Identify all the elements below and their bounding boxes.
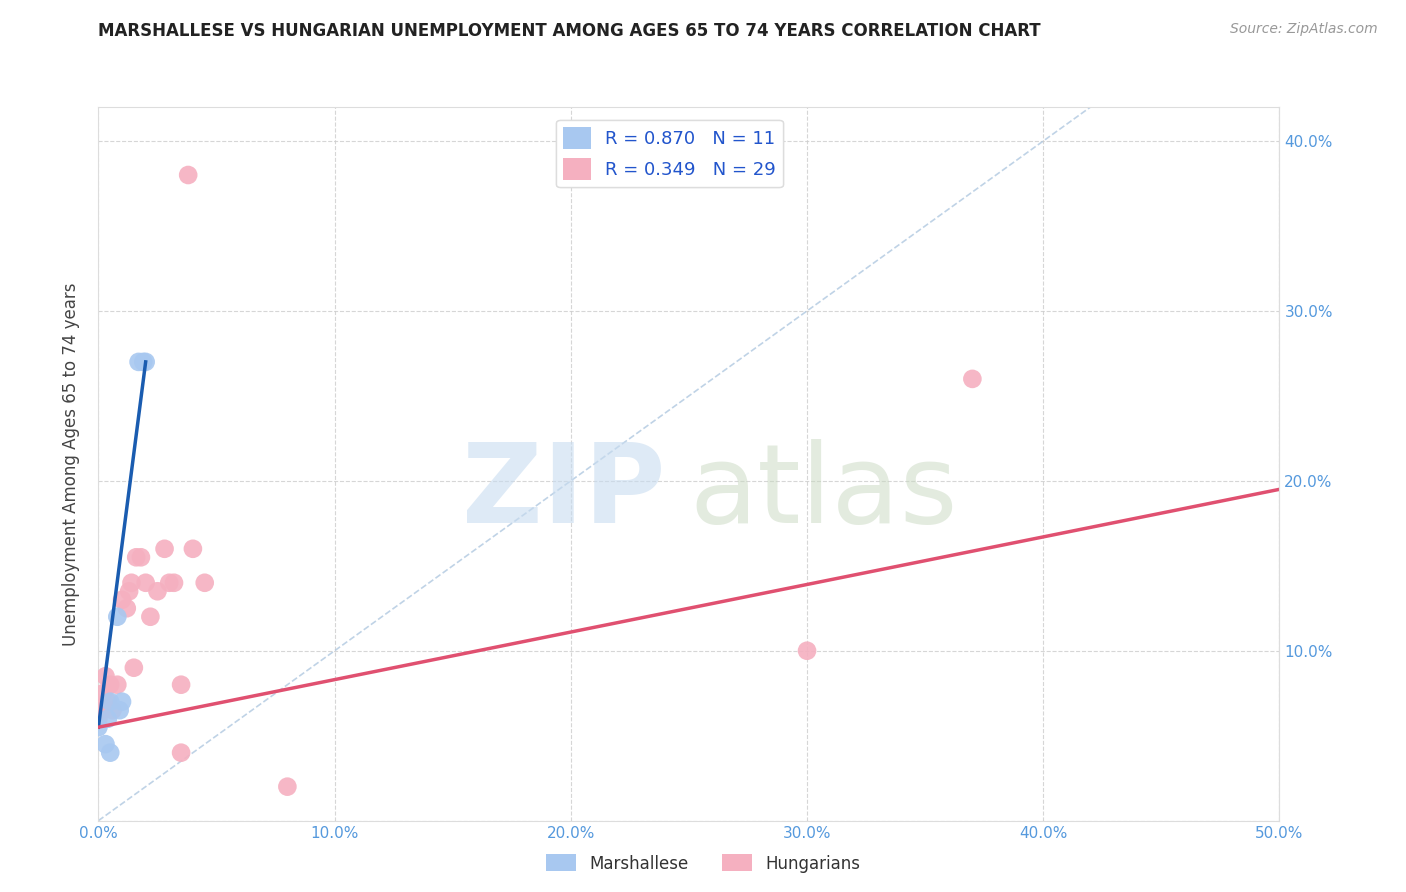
Point <box>97 712 120 726</box>
Text: Source: ZipAtlas.com: Source: ZipAtlas.com <box>1230 22 1378 37</box>
Point <box>101 703 124 717</box>
Point <box>115 601 138 615</box>
Point <box>105 678 128 692</box>
Text: atlas: atlas <box>689 439 957 546</box>
Point <box>87 720 110 734</box>
Y-axis label: Unemployment Among Ages 65 to 74 years: Unemployment Among Ages 65 to 74 years <box>62 282 80 646</box>
Point <box>796 644 818 658</box>
Text: MARSHALLESE VS HUNGARIAN UNEMPLOYMENT AMONG AGES 65 TO 74 YEARS CORRELATION CHAR: MARSHALLESE VS HUNGARIAN UNEMPLOYMENT AM… <box>98 22 1040 40</box>
Point <box>128 355 150 369</box>
Text: ZIP: ZIP <box>463 439 665 546</box>
Point <box>97 695 120 709</box>
Point <box>170 678 193 692</box>
Point <box>194 575 217 590</box>
Point <box>111 592 134 607</box>
Point <box>122 661 145 675</box>
Point <box>177 168 200 182</box>
Point <box>87 712 110 726</box>
Point <box>181 541 204 556</box>
Legend: Marshallese, Hungarians: Marshallese, Hungarians <box>540 847 866 880</box>
Point <box>118 584 141 599</box>
Point <box>111 695 134 709</box>
Point <box>135 355 157 369</box>
Point <box>276 780 298 794</box>
Point <box>90 703 112 717</box>
Point <box>146 584 169 599</box>
Point <box>129 550 152 565</box>
Point <box>163 575 186 590</box>
Point <box>153 541 176 556</box>
Point <box>105 609 128 624</box>
Point <box>139 609 162 624</box>
Point <box>94 737 117 751</box>
Point <box>98 678 121 692</box>
Point <box>157 575 180 590</box>
Point <box>108 703 131 717</box>
Point <box>94 669 117 683</box>
Point <box>125 550 148 565</box>
Legend: R = 0.870   N = 11, R = 0.349   N = 29: R = 0.870 N = 11, R = 0.349 N = 29 <box>557 120 783 187</box>
Point <box>132 355 155 369</box>
Point <box>121 575 143 590</box>
Point <box>91 686 114 700</box>
Point <box>98 746 121 760</box>
Point <box>98 695 121 709</box>
Point <box>170 746 193 760</box>
Point <box>135 575 157 590</box>
Point <box>962 372 984 386</box>
